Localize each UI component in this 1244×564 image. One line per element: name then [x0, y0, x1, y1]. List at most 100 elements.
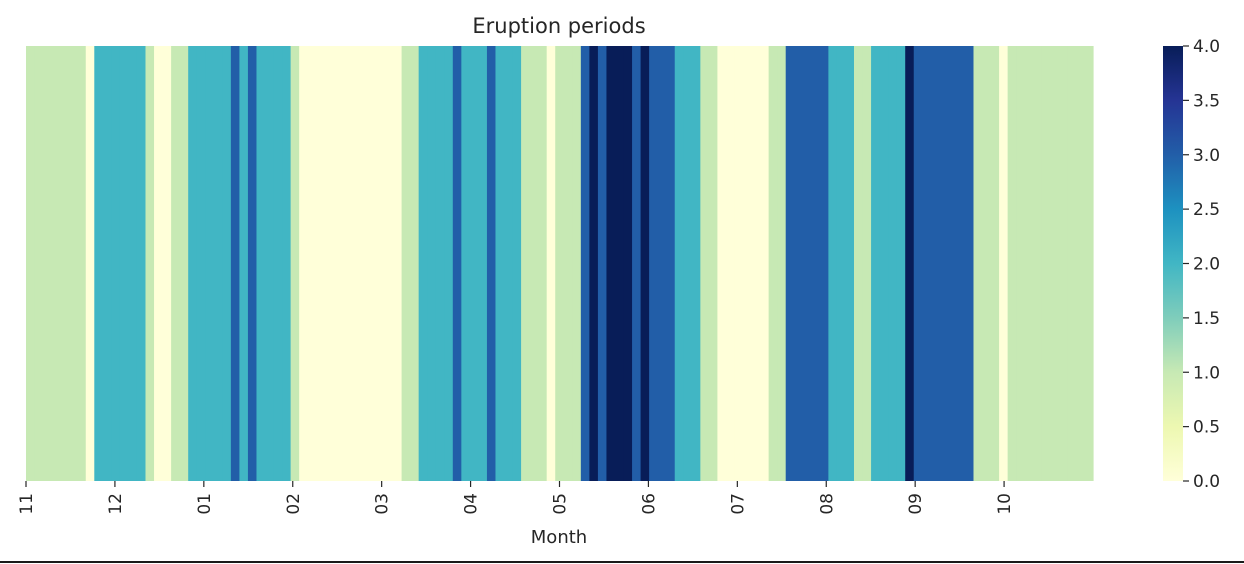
heatmap-cell — [973, 46, 983, 481]
heatmap-cell — [853, 46, 864, 481]
colorbar-ticks: 0.0 0.5 1.0 1.5 2.0 2.5 3.0 3.5 4.0 — [1183, 37, 1220, 492]
heatmap-cell — [324, 46, 334, 481]
heatmap-cell — [1024, 46, 1034, 481]
heatmap-cell — [486, 46, 497, 481]
heatmap-cell — [982, 46, 992, 481]
heatmap-cell — [956, 46, 966, 481]
heatmap-cell — [1041, 46, 1051, 481]
heatmap-cell — [930, 46, 940, 481]
heatmap-cell — [410, 46, 420, 481]
heatmap-cells — [26, 46, 1094, 481]
heatmap-cell — [68, 46, 78, 481]
heatmap-cell — [913, 46, 923, 481]
heatmap-cell — [85, 46, 95, 481]
heatmap-cell — [512, 46, 522, 481]
heatmap-cell — [708, 46, 719, 481]
heatmap-cell — [94, 46, 104, 481]
chart-title: Eruption periods — [472, 14, 645, 38]
colorbar-tick-label: 2.5 — [1193, 200, 1220, 220]
heatmap-cell — [367, 46, 377, 481]
heatmap-cell — [649, 46, 659, 481]
heatmap-cell — [461, 46, 471, 481]
heatmap-cell — [947, 46, 958, 481]
heatmap-cell — [657, 46, 667, 481]
heatmap-cell — [700, 46, 710, 481]
heatmap-cell — [768, 46, 778, 481]
heatmap-cell — [418, 46, 428, 481]
heatmap-cell — [836, 46, 847, 481]
heatmap-cell — [145, 46, 155, 481]
heatmap-cell — [785, 46, 795, 481]
heatmap-cell — [572, 46, 582, 481]
heatmap-cell — [888, 46, 898, 481]
heatmap-cell — [922, 46, 932, 481]
heatmap-cell — [521, 46, 531, 481]
colorbar-tick-label: 3.0 — [1193, 146, 1220, 166]
colorbar-tick-label: 0.0 — [1193, 472, 1220, 492]
heatmap-cell — [751, 46, 761, 481]
heatmap-cell — [546, 46, 556, 481]
heatmap-cell — [1067, 46, 1077, 481]
heatmap-cell — [1058, 46, 1068, 481]
heatmap-cell — [674, 46, 684, 481]
heatmap-cell — [580, 46, 590, 481]
heatmap-cell — [905, 46, 915, 481]
heatmap-cell — [734, 46, 744, 481]
heatmap-cell — [256, 46, 266, 481]
heatmap-cell — [990, 46, 1000, 481]
heatmap-cell — [725, 46, 736, 481]
heatmap-cell — [623, 46, 633, 481]
heatmap-cell — [1075, 46, 1086, 481]
x-axis-label: Month — [531, 527, 587, 548]
heatmap-cell — [205, 46, 215, 481]
heatmap-cell — [1084, 46, 1094, 481]
heatmap-cell — [375, 46, 386, 481]
heatmap-cell — [1007, 46, 1017, 481]
heatmap-cell — [444, 46, 454, 481]
heatmap-cell — [828, 46, 838, 481]
heatmap-cell — [34, 46, 44, 481]
heatmap-cell — [606, 46, 616, 481]
heatmap-cell — [316, 46, 326, 481]
heatmap-cell — [469, 46, 480, 481]
heatmap-cell — [179, 46, 189, 481]
heatmap-cell — [60, 46, 70, 481]
x-tick-label: 07 — [728, 493, 748, 515]
colorbar-tick-label: 3.5 — [1193, 91, 1220, 111]
heatmap-cell — [555, 46, 565, 481]
heatmap-cell — [111, 46, 121, 481]
heatmap-cell — [171, 46, 181, 481]
x-tick-label: 10 — [995, 493, 1015, 515]
heatmap-cell — [614, 46, 625, 481]
colorbar — [1163, 46, 1183, 481]
heatmap-cell — [811, 46, 821, 481]
colorbar-tick-label: 1.0 — [1193, 363, 1220, 383]
x-tick-label: 08 — [817, 493, 837, 515]
heatmap-cell — [247, 46, 258, 481]
heatmap-cell — [188, 46, 198, 481]
heatmap-cell — [350, 46, 360, 481]
heatmap-cell — [358, 46, 369, 481]
heatmap-cell — [333, 46, 343, 481]
heatmap-cell — [384, 46, 394, 481]
heatmap-cell — [26, 46, 36, 481]
x-tick-label: 09 — [906, 493, 926, 515]
heatmap-cell — [862, 46, 872, 481]
heatmap-cell — [401, 46, 411, 481]
heatmap-cell — [452, 46, 462, 481]
heatmap-cell — [538, 46, 548, 481]
heatmap-cell — [51, 46, 61, 481]
bottom-border — [0, 561, 1244, 563]
heatmap-cell — [879, 46, 889, 481]
heatmap-cell — [290, 46, 300, 481]
heatmap-cell — [222, 46, 232, 481]
heatmap-cell — [77, 46, 87, 481]
heatmap-cell — [119, 46, 130, 481]
heatmap-cell — [393, 46, 403, 481]
heatmap-cell — [743, 46, 753, 481]
heatmap-cell — [1016, 46, 1026, 481]
heatmap-cell — [529, 46, 539, 481]
heatmap-cell — [597, 46, 608, 481]
x-tick-label: 04 — [462, 493, 482, 515]
